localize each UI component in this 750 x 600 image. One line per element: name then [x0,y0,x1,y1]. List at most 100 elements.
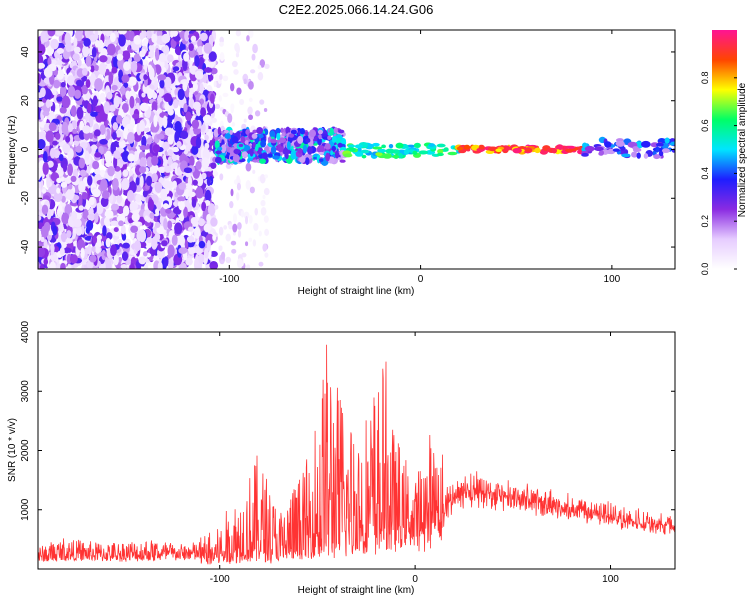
spectrogram-cell [335,137,342,145]
spectrogram-cell [38,187,42,200]
spectrogram-cell [67,163,73,176]
spectrogram-cell [463,144,471,150]
spectrogram-cell [302,144,308,154]
spectrogram-cell [129,95,135,109]
spectrogram-cell [325,152,331,162]
spectrogram-cell [178,262,187,269]
spectrogram-cell [194,226,201,239]
spectrogram-cell [110,203,119,211]
spectrogram-cell [131,212,140,222]
spectrogram-cell [174,131,180,144]
spectrogram-cell [194,55,200,68]
spectrogram-cell [523,148,533,152]
spectrogram-cell [555,144,564,151]
spectrogram-cell [236,192,240,201]
spectrogram-cell [252,43,258,54]
spectrogram-cell [38,101,45,107]
spectrogram-cell [178,200,185,211]
spectrogram-cell [257,71,264,81]
spectrogram-cell [130,60,138,73]
spectrogram-cell [223,225,228,230]
spectrogram-cell [55,30,65,36]
spectrogram-cell [88,114,94,128]
spectrogram-cell [99,169,106,178]
spectrogram-cell [388,144,394,149]
spectrogram-cell [245,162,252,172]
spectrogram-cell [158,52,167,63]
spectrogram-cell [229,130,233,135]
spectrogram-cell [68,183,73,190]
spectrogram-cell [290,150,297,160]
spectrogram-cell [163,92,172,103]
spectrogram-cell [96,234,103,241]
chart-title: C2E2.2025.066.14.24.G06 [279,2,434,17]
spectrogram-cell [70,105,77,118]
spectrogram-cell [184,188,190,200]
spectrogram-cell [133,151,139,162]
spectrogram-cell [214,74,220,82]
spectrogram-cell [38,169,41,181]
spectrogram-cell [272,155,280,160]
spectrogram-y-ticks: -40 -20 0 20 40 [20,46,675,254]
spectrogram-cell [177,196,186,202]
spectrogram-cell [54,246,59,253]
spectrogram-cell [195,186,204,199]
spectrogram-cell [270,138,277,144]
spectrogram-cell [135,177,140,186]
spectrogram-cell [38,247,46,258]
spectrogram-cell [478,145,485,150]
spectrogram-cell [138,229,147,243]
spectrogram-cell [116,53,124,61]
spectrogram-cell [170,30,179,37]
snr-y-tick-label: 2000 [20,439,31,462]
spectrogram-cell [190,35,197,43]
spectrogram-cell [163,218,168,231]
spectrogram-cell [104,259,112,269]
spectrogram-cell [138,256,147,265]
spectrogram-cell [195,136,202,149]
spectrogram-x-tick-label: -100 [219,274,239,285]
spectrogram-cell [84,247,90,254]
spectrogram-cell [236,182,242,191]
spectrogram-cell [75,227,83,236]
spectrogram-cell [208,51,217,62]
spectrogram-cell [159,206,169,217]
spectrogram-cell [73,218,82,228]
spectrogram-cell [110,244,117,256]
spectrogram-cell [147,88,153,100]
spectrogram-cell [191,198,197,208]
spectrogram-cell [212,234,217,241]
spectrogram-cell [128,76,137,87]
spectrogram-cell [203,247,209,259]
spectrogram-cell [94,152,102,158]
spectrogram-cell [288,133,295,138]
spectrogram-cell [406,144,415,148]
spectrogram-cell [230,240,237,246]
spectrogram-cell [329,127,334,136]
spectrogram-cell [118,220,124,227]
spectrogram-cell [86,102,92,114]
spectrogram-cell [42,162,49,175]
spectrogram-cell [242,144,251,151]
spectrogram-cell [204,142,210,150]
spectrogram-cell [252,141,256,148]
spectrogram-cell [56,177,62,184]
spectrogram-cell [258,261,264,267]
spectrogram-cell [228,223,234,230]
spectrogram-cell [372,142,380,147]
spectrogram-cell [381,144,386,149]
spectrogram-cell [636,152,641,159]
spectrogram-cell [198,240,206,249]
spectrogram-cell [174,121,182,133]
spectrogram-cell [237,222,242,230]
spectrogram-cell [75,145,83,153]
spectrogram-cell [38,261,41,269]
spectrogram-cell [156,226,166,235]
spectrogram-cell [149,212,155,219]
spectrogram-cell [132,113,140,119]
spectrogram-cell [204,134,209,141]
spectrogram-cell [214,156,222,164]
spectrogram-cell [141,92,146,98]
spectrogram-cell [318,134,322,140]
spectrogram-cell [354,151,364,157]
